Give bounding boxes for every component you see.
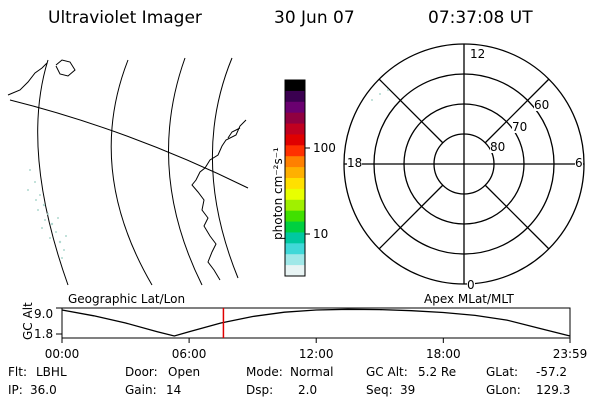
coastline-east — [191, 119, 247, 281]
colorbar-cell — [285, 254, 305, 266]
glon-label: GLon: — [486, 383, 521, 397]
map-grid-arc — [37, 59, 69, 286]
gain-label: Gain: — [125, 383, 157, 397]
colorbar-cell — [285, 112, 305, 125]
dsp-value: 2.0 — [298, 383, 318, 397]
xtick-label: 12:00 — [298, 347, 334, 361]
gcalt-value: 5.2 Re — [418, 365, 457, 379]
colorbar-tick-label: 100 — [313, 141, 336, 155]
map-grid-arc — [168, 57, 203, 286]
colorbar-cell — [285, 90, 305, 103]
mlt-label-midnight: 0 — [467, 278, 475, 292]
filter-value: LBHL — [36, 365, 67, 379]
xtick-label: 00:00 — [44, 347, 80, 361]
ip-label: IP: — [8, 383, 23, 397]
colorbar-cell — [285, 145, 305, 157]
xtick-label: 18:00 — [426, 347, 461, 361]
colorbar-cell — [285, 265, 305, 277]
dsp-label: Dsp: — [246, 383, 274, 397]
time-label: 07:37:08 UT — [428, 8, 533, 28]
ip-value: 36.0 — [30, 383, 57, 397]
xtick-label: 06:00 — [171, 347, 207, 361]
geographic-label: Geographic Lat/Lon — [68, 292, 186, 306]
mlt-label-dusk: 18 — [347, 156, 363, 170]
coastline-north — [7, 59, 76, 96]
altitude-line — [61, 308, 571, 337]
seq-label: Seq: — [366, 383, 393, 397]
map-grid-arc — [211, 57, 239, 279]
glat-value: -57.2 — [536, 365, 568, 379]
mode-label: Mode: — [246, 365, 283, 379]
colorbar-cell — [285, 101, 305, 114]
gcalt-label: GC Alt: — [366, 365, 408, 379]
mlt-label-dawn: 6 — [575, 156, 583, 170]
colorbar-cell — [285, 210, 305, 223]
app-title: Ultraviolet Imager — [48, 8, 202, 28]
map-grid-meridian — [9, 99, 249, 189]
ytick-bottom: 1.8 — [34, 327, 54, 341]
mlat-label-60: 60 — [534, 98, 550, 112]
colorbar-cell — [285, 199, 305, 212]
filter-label: Flt: — [8, 365, 27, 379]
glon-value: 129.3 — [536, 383, 571, 397]
colorbar-cell — [285, 123, 305, 135]
colorbar-cell — [285, 188, 305, 201]
aurora-speckle — [27, 169, 67, 259]
xtick-label: 23:59 — [552, 347, 588, 361]
colorbar-cell — [285, 232, 305, 244]
glat-label: GLat: — [486, 365, 519, 379]
door-value: Open — [168, 365, 201, 379]
door-label: Door: — [125, 365, 158, 379]
date-label: 30 Jun 07 — [274, 8, 355, 28]
map-grid-arc — [110, 59, 153, 286]
gain-value: 14 — [166, 383, 182, 397]
mlat-label-70: 70 — [512, 120, 528, 134]
colorbar-cell — [285, 167, 305, 179]
ytick-top: 9.0 — [34, 307, 54, 321]
colorbar-tick-label: 10 — [313, 227, 329, 241]
colorbar-cell — [285, 178, 305, 190]
mlt-label-noon: 12 — [470, 47, 486, 61]
seq-value: 39 — [400, 383, 416, 397]
mode-value: Normal — [290, 365, 334, 379]
colorbar-cell — [285, 156, 305, 168]
mlat-label-80: 80 — [490, 140, 506, 154]
colorbar-cell — [285, 134, 305, 146]
colorbar-cell — [285, 221, 305, 233]
apex-label: Apex MLat/MLT — [424, 292, 514, 306]
colorbar-cell — [285, 80, 305, 92]
colorbar-cell — [285, 243, 305, 255]
